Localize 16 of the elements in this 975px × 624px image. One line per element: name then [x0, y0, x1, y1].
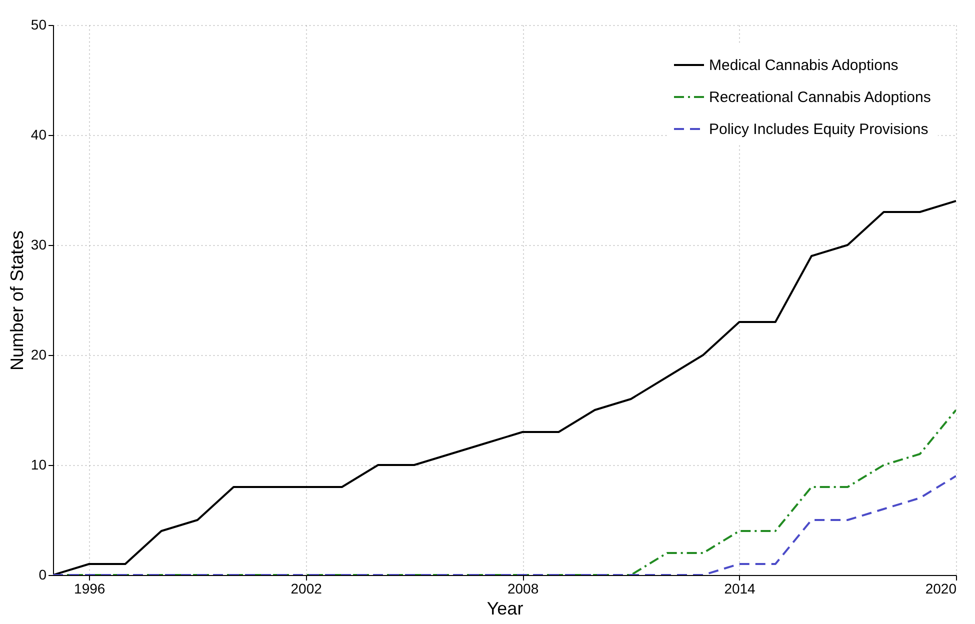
y-tick-label: 0: [38, 566, 47, 582]
x-tick-label: 2008: [507, 580, 539, 596]
x-tick-label: 2014: [724, 580, 756, 596]
y-tick-label: 20: [30, 346, 47, 362]
legend-label: Policy Includes Equity Provisions: [709, 121, 928, 138]
x-tick-label: 1996: [74, 580, 106, 596]
y-tick-label: 30: [30, 236, 47, 252]
y-axis-title: Number of States: [6, 230, 27, 371]
y-tick-label: 40: [30, 126, 47, 142]
legend-label: Medical Cannabis Adoptions: [709, 57, 898, 74]
x-tick-label: 2002: [290, 580, 322, 596]
x-axis-title: Year: [486, 598, 524, 618]
legend-label: Recreational Cannabis Adoptions: [709, 89, 931, 106]
y-tick-label: 50: [30, 16, 47, 32]
y-tick-label: 10: [30, 456, 47, 472]
x-tick-label: 2020: [925, 580, 957, 596]
